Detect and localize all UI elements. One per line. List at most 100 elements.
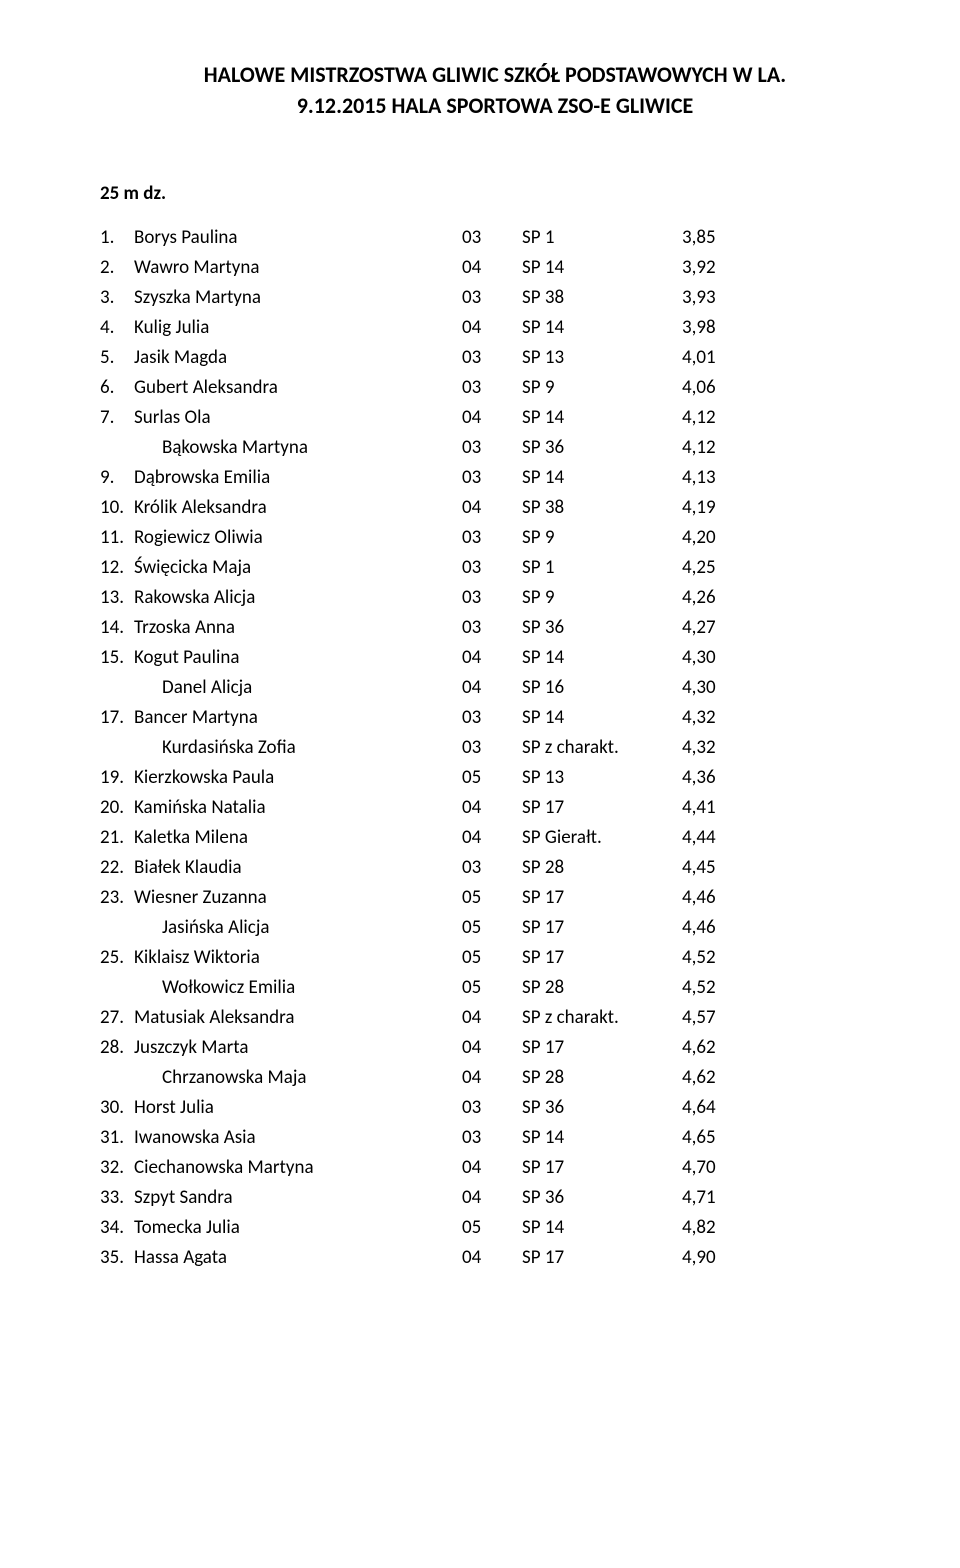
name-cell: Hassa Agata (134, 1243, 462, 1273)
name-cell: Matusiak Aleksandra (134, 1003, 462, 1033)
table-row: 23.Wiesner Zuzanna05SP 174,46 (100, 883, 742, 913)
result-cell: 4,27 (682, 613, 742, 643)
year-cell: 04 (462, 1063, 522, 1093)
year-cell: 04 (462, 823, 522, 853)
rank-cell: 25. (100, 943, 134, 973)
year-cell: 05 (462, 763, 522, 793)
year-cell: 03 (462, 373, 522, 403)
table-row: Wołkowicz Emilia05SP 284,52 (100, 973, 742, 1003)
school-cell: SP 17 (522, 883, 682, 913)
table-row: 35.Hassa Agata04SP 174,90 (100, 1243, 742, 1273)
table-row: 14.Trzoska Anna03SP 364,27 (100, 613, 742, 643)
result-cell: 4,52 (682, 973, 742, 1003)
name-cell: Rogiewicz Oliwia (134, 523, 462, 553)
rank-cell: 30. (100, 1093, 134, 1123)
year-cell: 05 (462, 1213, 522, 1243)
school-cell: SP 13 (522, 763, 682, 793)
name-cell: Chrzanowska Maja (134, 1063, 462, 1093)
result-cell: 4,65 (682, 1123, 742, 1153)
rank-cell: 6. (100, 373, 134, 403)
school-cell: SP 38 (522, 493, 682, 523)
school-cell: SP 9 (522, 523, 682, 553)
school-cell: SP 14 (522, 703, 682, 733)
table-row: 21.Kaletka Milena04SP Gierałt.4,44 (100, 823, 742, 853)
year-cell: 03 (462, 853, 522, 883)
name-cell: Trzoska Anna (134, 613, 462, 643)
table-row: Chrzanowska Maja04SP 284,62 (100, 1063, 742, 1093)
rank-cell: 31. (100, 1123, 134, 1153)
result-cell: 4,20 (682, 523, 742, 553)
result-cell: 4,01 (682, 343, 742, 373)
name-cell: Wawro Martyna (134, 253, 462, 283)
rank-cell: 21. (100, 823, 134, 853)
year-cell: 05 (462, 973, 522, 1003)
school-cell: SP 36 (522, 1093, 682, 1123)
table-row: Kurdasińska Zofia03SP z charakt.4,32 (100, 733, 742, 763)
rank-cell (100, 1063, 134, 1093)
rank-cell: 5. (100, 343, 134, 373)
result-cell: 4,19 (682, 493, 742, 523)
result-cell: 3,92 (682, 253, 742, 283)
year-cell: 03 (462, 283, 522, 313)
rank-cell (100, 913, 134, 943)
school-cell: SP 36 (522, 1183, 682, 1213)
result-cell: 4,25 (682, 553, 742, 583)
year-cell: 04 (462, 403, 522, 433)
result-cell: 4,62 (682, 1033, 742, 1063)
result-cell: 4,62 (682, 1063, 742, 1093)
result-cell: 4,13 (682, 463, 742, 493)
result-cell: 4,64 (682, 1093, 742, 1123)
rank-cell: 4. (100, 313, 134, 343)
school-cell: SP Gierałt. (522, 823, 682, 853)
result-cell: 4,71 (682, 1183, 742, 1213)
year-cell: 04 (462, 1153, 522, 1183)
result-cell: 4,30 (682, 673, 742, 703)
name-cell: Wołkowicz Emilia (134, 973, 462, 1003)
result-cell: 4,32 (682, 703, 742, 733)
table-row: 9.Dąbrowska Emilia03SP 144,13 (100, 463, 742, 493)
table-row: 22.Białek Klaudia03SP 284,45 (100, 853, 742, 883)
year-cell: 03 (462, 433, 522, 463)
table-row: 13.Rakowska Alicja03SP 94,26 (100, 583, 742, 613)
result-cell: 4,90 (682, 1243, 742, 1273)
name-cell: Juszczyk Marta (134, 1033, 462, 1063)
name-cell: Gubert Aleksandra (134, 373, 462, 403)
name-cell: Tomecka Julia (134, 1213, 462, 1243)
rank-cell: 28. (100, 1033, 134, 1063)
result-cell: 4,82 (682, 1213, 742, 1243)
rank-cell: 15. (100, 643, 134, 673)
table-row: 33.Szpyt Sandra04SP 364,71 (100, 1183, 742, 1213)
result-cell: 4,70 (682, 1153, 742, 1183)
school-cell: SP 17 (522, 1243, 682, 1273)
rank-cell: 11. (100, 523, 134, 553)
year-cell: 03 (462, 553, 522, 583)
name-cell: Rakowska Alicja (134, 583, 462, 613)
school-cell: SP 14 (522, 1213, 682, 1243)
name-cell: Borys Paulina (134, 223, 462, 253)
name-cell: Bancer Martyna (134, 703, 462, 733)
year-cell: 03 (462, 1093, 522, 1123)
school-cell: SP 14 (522, 313, 682, 343)
name-cell: Królik Aleksandra (134, 493, 462, 523)
rank-cell: 17. (100, 703, 134, 733)
table-row: 12.Święcicka Maja03SP 14,25 (100, 553, 742, 583)
name-cell: Kamińska Natalia (134, 793, 462, 823)
rank-cell: 34. (100, 1213, 134, 1243)
name-cell: Ciechanowska Martyna (134, 1153, 462, 1183)
table-row: 20.Kamińska Natalia04SP 174,41 (100, 793, 742, 823)
school-cell: SP 13 (522, 343, 682, 373)
year-cell: 03 (462, 733, 522, 763)
year-cell: 04 (462, 1033, 522, 1063)
year-cell: 04 (462, 793, 522, 823)
name-cell: Święcicka Maja (134, 553, 462, 583)
year-cell: 03 (462, 463, 522, 493)
year-cell: 04 (462, 643, 522, 673)
year-cell: 04 (462, 1243, 522, 1273)
rank-cell: 3. (100, 283, 134, 313)
name-cell: Kurdasińska Zofia (134, 733, 462, 763)
school-cell: SP 14 (522, 403, 682, 433)
rank-cell: 2. (100, 253, 134, 283)
school-cell: SP 17 (522, 793, 682, 823)
rank-cell: 7. (100, 403, 134, 433)
year-cell: 04 (462, 313, 522, 343)
